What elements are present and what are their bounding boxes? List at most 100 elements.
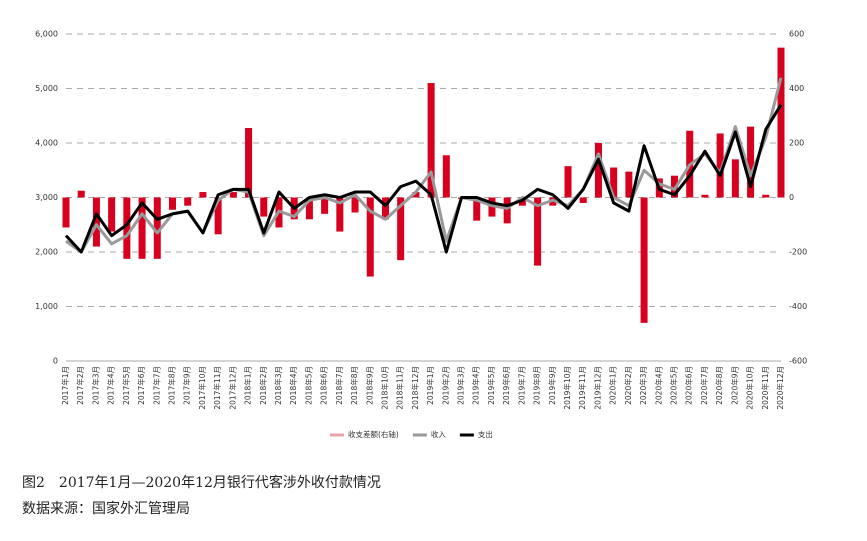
bar [534, 197, 542, 266]
x-tick-label: 2020年11月 [760, 366, 770, 410]
line [65, 77, 783, 254]
x-tick-label: 2017年4月 [106, 366, 116, 405]
bar [381, 197, 389, 220]
bar [184, 197, 192, 206]
bar [92, 197, 100, 247]
caption: 图2 2017年1月—2020年12月银行代客涉外收付款情况 [22, 474, 381, 491]
y-tick-label: 3,000 [35, 193, 58, 202]
x-tick-label: 2020年5月 [669, 366, 679, 405]
x-tick-label: 2018年1月 [243, 366, 253, 405]
y-tick-label: 1,000 [35, 302, 58, 311]
bar [564, 166, 572, 198]
bar [594, 143, 602, 198]
bar [305, 197, 313, 220]
x-tick-label: 2018年9月 [364, 366, 374, 405]
bar [701, 194, 709, 198]
x-tick-label: 2018年8月 [349, 366, 359, 405]
x-tick-label: 2017年7月 [151, 366, 161, 405]
bar [366, 197, 374, 277]
bar [214, 197, 222, 235]
bar [199, 192, 207, 198]
x-tick-label: 2020年12月 [775, 366, 785, 410]
y2-tick-label: 600 [789, 30, 804, 39]
x-tick-label: 2020年1月 [608, 366, 618, 405]
bar [108, 197, 116, 232]
source: 数据来源：国家外汇管理局 [22, 500, 190, 517]
y2-tick-label: 200 [789, 139, 804, 148]
x-tick-label: 2020年2月 [623, 366, 633, 405]
bar [77, 190, 85, 198]
x-tick-label: 2019年6月 [501, 366, 511, 405]
x-tick-label: 2017年3月 [90, 366, 100, 405]
x-tick-label: 2018年6月 [319, 366, 329, 405]
x-tick-label: 2019年2月 [440, 366, 450, 405]
bar [731, 159, 739, 198]
x-tick-label: 2017年9月 [182, 366, 192, 405]
x-tick-label: 2020年8月 [714, 366, 724, 405]
x-tick-label: 2019年7月 [516, 366, 526, 405]
bar [245, 128, 253, 198]
y2-tick-label: -600 [789, 357, 807, 366]
y-tick-label: 0 [53, 357, 58, 366]
bar [260, 197, 268, 217]
bar [229, 192, 237, 198]
bar [716, 133, 724, 198]
x-tick-label: 2019年3月 [456, 366, 466, 405]
y2-tick-label: -200 [789, 248, 807, 257]
bar [610, 167, 618, 198]
x-tick-label: 2018年5月 [303, 366, 313, 405]
x-tick-label: 2020年3月 [638, 366, 648, 405]
x-tick-label: 2019年10月 [562, 366, 572, 410]
x-tick-label: 2017年1月 [60, 366, 70, 405]
bar [62, 197, 70, 228]
bar [336, 197, 344, 232]
bar [427, 83, 435, 198]
y-tick-label: 5,000 [35, 84, 58, 93]
bar [579, 197, 587, 203]
bar [397, 197, 405, 261]
x-tick-label: 2018年4月 [288, 366, 298, 405]
bar [123, 197, 131, 259]
x-tick-label: 2017年12月 [227, 366, 237, 410]
bar [762, 194, 770, 198]
bar [747, 126, 755, 198]
bar [777, 47, 785, 198]
y-tick-label: 6,000 [35, 30, 58, 39]
legend-label: 收入 [431, 429, 446, 439]
x-tick-label: 2018年7月 [334, 366, 344, 405]
x-tick-label: 2017年10月 [197, 366, 207, 410]
line [64, 104, 783, 254]
y-tick-label: 4,000 [35, 139, 58, 148]
x-tick-label: 2017年5月 [121, 366, 131, 405]
x-tick-label: 2020年4月 [653, 366, 663, 405]
x-tick-label: 2019年1月 [425, 366, 435, 405]
x-tick-label: 2017年6月 [136, 366, 146, 405]
bar [153, 197, 161, 259]
x-tick-label: 2020年9月 [729, 366, 739, 405]
bar [351, 197, 359, 213]
x-tick-label: 2018年10月 [379, 366, 389, 410]
bar [442, 155, 450, 198]
y2-tick-label: -400 [789, 302, 807, 311]
x-tick-label: 2018年2月 [258, 366, 268, 405]
x-tick-label: 2018年11月 [395, 366, 405, 410]
bar [640, 197, 648, 323]
x-tick-label: 2018年3月 [273, 366, 283, 405]
x-tick-label: 2019年4月 [471, 366, 481, 405]
bar [321, 197, 329, 214]
x-tick-label: 2019年5月 [486, 366, 496, 405]
x-tick-label: 2019年12月 [592, 366, 602, 410]
bar [138, 197, 146, 259]
x-tick-label: 2020年6月 [684, 366, 694, 405]
x-tick-label: 2017年8月 [166, 366, 176, 405]
y2-tick-label: 0 [789, 193, 794, 202]
x-tick-label: 2017年2月 [75, 366, 85, 405]
x-tick-label: 2018年12月 [410, 366, 420, 410]
x-tick-label: 2019年11月 [577, 366, 587, 410]
bar [473, 197, 481, 221]
bar [412, 192, 420, 198]
x-tick-label: 2017年11月 [212, 366, 222, 410]
y-tick-label: 2,000 [35, 248, 58, 257]
x-tick-label: 2020年10月 [745, 366, 755, 410]
legend-label: 支出 [478, 429, 493, 439]
